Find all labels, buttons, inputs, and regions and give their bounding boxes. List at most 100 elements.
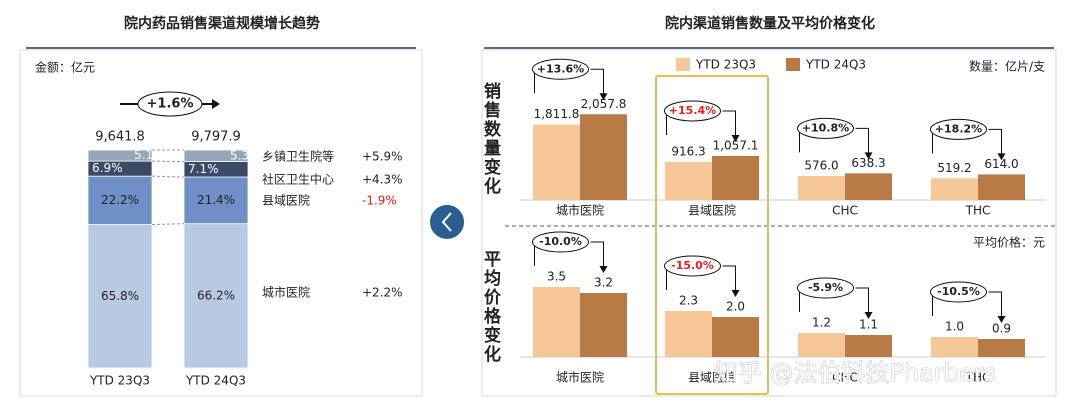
right-frame [481, 49, 1057, 397]
bar [798, 333, 845, 357]
bar [533, 287, 580, 357]
change-bubble [532, 231, 589, 253]
value-label: 2,057.8 [581, 97, 627, 111]
value-label: 576.0 [804, 159, 838, 173]
x-tick-label: 城市医院 [556, 203, 604, 218]
connector [151, 223, 185, 226]
stack-segment [183, 149, 249, 162]
value-label: 916.3 [671, 144, 705, 158]
segment-label: 5.1% [134, 148, 165, 162]
change-arrowhead [731, 290, 740, 297]
change-bubble [930, 281, 987, 303]
change-arrowhead [599, 93, 608, 101]
watermark: 知乎 @法伯科技Pharbers [714, 359, 996, 387]
growth-bubble [137, 91, 203, 117]
change-label: -10.0% [539, 235, 582, 248]
bar [712, 155, 759, 200]
legend-label: 乡镇卫生院等 [262, 150, 334, 164]
value-label: 1.0 [945, 320, 964, 334]
change-arrowhead [731, 134, 740, 142]
bar [665, 311, 712, 357]
change-arrow [722, 110, 736, 137]
change-label: +4.3% [362, 173, 403, 187]
stack-segment [87, 149, 153, 162]
x-tick-label: YTD 23Q3 [89, 374, 150, 388]
value-label: 3.5 [547, 270, 566, 284]
change-label: +2.2% [362, 286, 403, 300]
change-label: +5.9% [362, 150, 403, 164]
left-unit: 金额：亿元 [35, 60, 95, 75]
value-label: 1.2 [812, 316, 831, 330]
nav-button[interactable] [428, 203, 466, 241]
change-label: +18.2% [935, 122, 982, 135]
left-frame [19, 49, 423, 397]
stack-segment [183, 223, 249, 369]
change-arrow [855, 127, 869, 155]
change-label: -15.0% [671, 259, 714, 272]
change-bubble [797, 117, 854, 139]
change-label: +10.8% [802, 121, 849, 134]
legend-label: 社区卫生中心 [262, 172, 334, 187]
nav-circle[interactable] [428, 203, 466, 241]
bar [931, 337, 978, 357]
bar [798, 176, 845, 200]
change-bubble [664, 100, 721, 122]
value-label: 2.3 [679, 294, 698, 308]
bar [580, 114, 627, 200]
value-label: 1,811.8 [534, 107, 580, 121]
total-label: 9,797.9 [191, 130, 241, 145]
change-arrowhead [997, 153, 1006, 161]
segment-label: 6.9% [92, 161, 123, 175]
legend-swatch [786, 58, 800, 71]
change-arrow [590, 68, 604, 96]
price-section-label: 平均价格变化 [480, 250, 501, 364]
segment-label: 22.2% [101, 193, 139, 207]
x-tick-label: THC [965, 204, 991, 218]
segment-label: 21.4% [197, 193, 235, 207]
change-label: +15.4% [669, 104, 716, 117]
x-tick-label: CHC [832, 204, 858, 218]
stack-segment [87, 224, 153, 369]
segment-label: 5.3% [230, 148, 261, 162]
value-label: 614.0 [984, 157, 1018, 171]
x-tick-label: 县域医院 [688, 371, 736, 385]
total-label: 9,641.8 [95, 130, 145, 145]
bar [845, 335, 892, 357]
change-arrow [855, 287, 869, 314]
bar [845, 173, 892, 200]
legend-label: 县域医院 [262, 194, 310, 208]
qty-section-label: 销售数量变化 [480, 81, 501, 196]
value-label: 2.0 [726, 300, 745, 314]
right-title: 院内渠道销售数量及平均价格变化 [665, 15, 875, 32]
segment-label: 66.2% [197, 288, 235, 302]
qty-unit: 数量：亿片/支 [969, 59, 1045, 74]
legend-swatch [676, 58, 690, 71]
bar [978, 174, 1025, 200]
stack-segment [183, 176, 249, 225]
segment-label: 65.8% [101, 289, 139, 303]
change-label: -5.9% [808, 281, 843, 294]
change-arrow [988, 128, 1002, 156]
highlight-frame [655, 75, 769, 395]
change-label: -10.5% [937, 285, 980, 298]
price-unit: 平均价格：元 [973, 235, 1045, 250]
bar [978, 339, 1025, 357]
bar [931, 178, 978, 200]
nav-chevron [441, 212, 452, 232]
value-label: 638.3 [851, 156, 885, 170]
left-title: 院内药品销售渠道规模增长趋势 [124, 15, 320, 32]
legend-label: YTD 24Q3 [805, 58, 866, 72]
x-tick-label: YTD 24Q3 [185, 374, 246, 388]
change-arrowhead [599, 266, 608, 273]
change-arrow [722, 265, 736, 292]
x-tick-label: CHC [832, 371, 858, 385]
change-arrow [590, 241, 604, 268]
change-label: +13.6% [537, 62, 584, 75]
value-label: 519.2 [937, 161, 971, 175]
x-tick-label: 县域医院 [688, 204, 736, 218]
bar [712, 317, 759, 357]
growth-arrowhead [212, 99, 220, 109]
change-bubble [797, 277, 854, 299]
value-label: 3.2 [594, 276, 613, 290]
growth-annotation: +1.6% [120, 91, 220, 117]
